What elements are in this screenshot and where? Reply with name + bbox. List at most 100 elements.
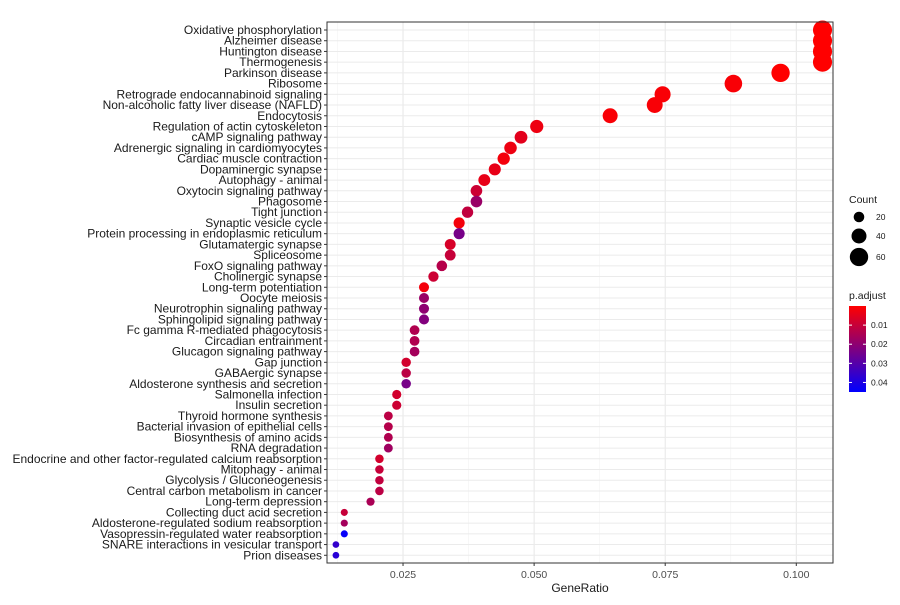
term-label: FoxO signaling pathway — [194, 259, 322, 273]
term-label: Central carbon metabolism in cancer — [127, 484, 322, 498]
term-label: Glucagon signaling pathway — [172, 345, 322, 359]
term-label: Gap junction — [255, 355, 322, 369]
data-point — [375, 486, 384, 496]
data-point — [409, 325, 420, 336]
color-legend-label: 0.03 — [871, 358, 888, 368]
color-legend-label: 0.04 — [871, 377, 888, 387]
size-legend-label: 60 — [876, 252, 886, 262]
data-point — [409, 335, 420, 346]
term-label: RNA degradation — [231, 441, 322, 455]
data-point — [504, 141, 517, 155]
data-point — [375, 475, 384, 485]
color-legend-label: 0.01 — [871, 320, 888, 330]
term-label: Fc gamma R-mediated phagocytosis — [127, 323, 322, 337]
term-label: Cholinergic synapse — [214, 270, 322, 284]
term-label: Regulation of actin cytoskeleton — [153, 119, 322, 133]
term-label: Glutamatergic synapse — [199, 237, 322, 251]
x-axis: 0.025 0.050 0.075 0.100 — [390, 563, 810, 581]
data-point — [418, 282, 430, 293]
size-legend-label: 20 — [876, 212, 886, 222]
term-label: Circadian entrainment — [205, 334, 323, 348]
term-label: cAMP signaling pathway — [191, 130, 322, 144]
data-point — [497, 152, 510, 165]
size-legend-title: Count — [849, 194, 877, 206]
x-tick-label: 0.050 — [521, 569, 547, 581]
data-point — [383, 411, 393, 421]
data-point — [332, 541, 340, 548]
data-point — [724, 74, 743, 93]
data-point — [401, 357, 411, 368]
term-label: SNARE interactions in vesicular transpor… — [102, 538, 323, 552]
data-point — [470, 195, 483, 208]
data-point — [375, 465, 384, 474]
term-label: Thyroid hormone synthesis — [178, 409, 322, 423]
term-label: Huntington disease — [219, 44, 322, 58]
data-point — [392, 389, 402, 400]
plot-panel — [327, 22, 833, 563]
data-point — [444, 238, 456, 250]
data-point — [392, 400, 402, 410]
data-point — [340, 530, 348, 538]
term-label: Alzheimer disease — [224, 34, 322, 48]
term-label: Insulin secretion — [235, 398, 322, 412]
data-point — [602, 108, 618, 124]
size-legend-key — [851, 228, 867, 244]
data-point — [530, 119, 544, 134]
plot-border — [326, 21, 834, 564]
term-label: Parkinson disease — [224, 66, 322, 80]
size-legend-key — [853, 211, 865, 223]
term-label: Ribosome — [268, 77, 322, 91]
color-bar — [849, 306, 866, 392]
x-tick-label: 0.100 — [783, 569, 809, 581]
term-label: Synaptic vesicle cycle — [205, 216, 322, 230]
size-legend-label: 40 — [876, 231, 886, 241]
data-point — [409, 346, 420, 357]
data-point — [418, 292, 430, 304]
data-point — [383, 443, 393, 453]
x-axis-title: GeneRatio — [551, 581, 609, 595]
data-point — [332, 551, 340, 559]
term-label: Sphingolipid signaling pathway — [158, 312, 322, 326]
data-point — [771, 63, 790, 83]
term-label: Autophagy - animal — [219, 173, 322, 187]
term-label: Dopaminergic synapse — [200, 162, 322, 176]
x-tick-label: 0.025 — [390, 569, 416, 581]
color-legend-label: 0.02 — [871, 339, 888, 349]
term-label: Oxytocin signaling pathway — [177, 184, 322, 198]
size-legend-key — [849, 247, 869, 267]
data-point — [366, 497, 375, 506]
term-label: Spliceosome — [253, 248, 322, 262]
data-point — [444, 249, 456, 261]
term-label: Glycolysis / Gluconeogenesis — [165, 473, 322, 487]
data-point — [383, 432, 393, 442]
term-label: Tight junction — [251, 205, 322, 219]
term-label: Aldosterone-regulated sodium reabsorptio… — [92, 516, 322, 530]
term-label: Neurotrophin signaling pathway — [154, 302, 322, 316]
term-label: Protein processing in endoplasmic reticu… — [87, 227, 322, 241]
term-label: Oxidative phosphorylation — [184, 23, 322, 37]
term-label: Aldosterone synthesis and secretion — [129, 377, 322, 391]
term-label: Long-term potentiation — [202, 280, 322, 294]
points-layer — [332, 20, 833, 559]
data-point — [514, 130, 528, 144]
data-point — [375, 454, 384, 464]
term-label: Long-term depression — [205, 495, 322, 509]
data-point — [401, 368, 411, 378]
size-legend: Count 20 40 60 — [849, 194, 886, 267]
data-point — [478, 174, 491, 187]
term-label: GABAergic synapse — [215, 366, 323, 380]
term-label: Cardiac muscle contraction — [177, 152, 322, 166]
term-label: Non-alcoholic fatty liver disease (NAFLD… — [103, 98, 322, 112]
x-tick-label: 0.075 — [652, 569, 678, 581]
term-label: Collecting duct acid secretion — [166, 505, 322, 519]
data-point — [453, 217, 465, 229]
grid-layer — [327, 22, 833, 563]
data-point — [383, 422, 393, 432]
data-point — [418, 314, 430, 325]
term-label: Prion diseases — [243, 548, 322, 562]
term-label: Adrenergic signaling in cardiomyocytes — [114, 141, 322, 155]
color-legend-title: p.adjust — [849, 290, 886, 302]
data-point — [453, 228, 465, 240]
